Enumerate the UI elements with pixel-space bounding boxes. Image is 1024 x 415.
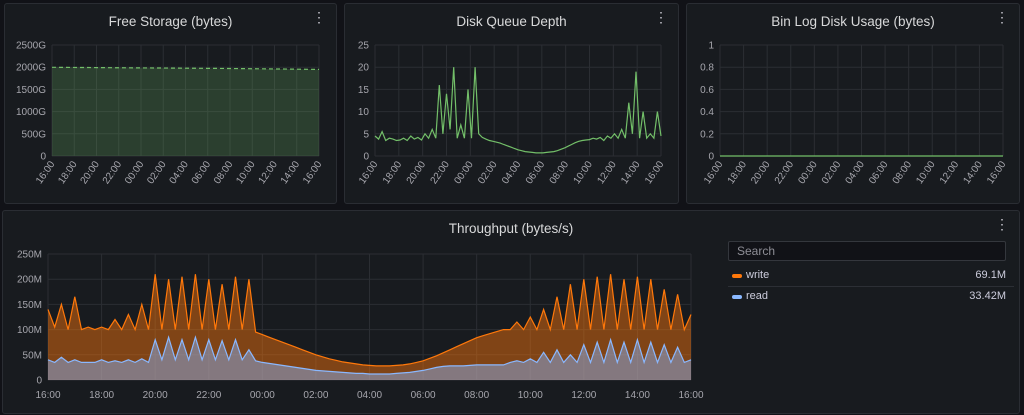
legend-value: 69.1M (975, 269, 1006, 281)
y-tick-label: 0.6 (700, 85, 714, 96)
y-tick-label: 2000G (16, 63, 46, 74)
panel-title: Free Storage (bytes) (108, 14, 233, 29)
legend-search-input[interactable] (728, 241, 1006, 261)
panel-binlog-disk-usage: Bin Log Disk Usage (bytes) ⋮ (686, 3, 1020, 204)
x-tick-label: 04:00 (844, 159, 868, 186)
y-tick-label: 0 (363, 152, 369, 163)
series-line (374, 67, 662, 154)
panel-disk-queue-depth: Disk Queue Depth ⋮ (344, 3, 679, 204)
y-tick-label: 2500G (16, 41, 46, 52)
x-tick-label: 08:00 (464, 390, 489, 401)
series-area-write (48, 274, 691, 380)
x-tick-label: 02:00 (820, 159, 844, 186)
y-tick-label: 10 (358, 107, 370, 118)
x-tick-label: 22:00 (773, 159, 797, 186)
x-tick-label: 12:00 (938, 159, 962, 186)
x-tick-label: 10:00 (914, 159, 938, 186)
y-tick-label: 500G (22, 129, 47, 140)
x-tick-label: 14:00 (962, 159, 986, 186)
legend-swatch (732, 274, 742, 278)
y-tick-label: 100M (17, 325, 42, 336)
y-tick-label: 20 (358, 63, 370, 74)
x-tick-label: 16:00 (985, 159, 1009, 186)
legend-label: write (746, 269, 770, 281)
x-tick-label: 02:00 (303, 390, 328, 401)
series-area-read (48, 337, 691, 380)
series-area (52, 67, 319, 156)
more-vertical-icon[interactable]: ⋮ (995, 9, 1009, 25)
y-tick-label: 15 (358, 85, 370, 96)
legend-item-read[interactable]: read 33.42M (728, 287, 1014, 307)
y-tick-label: 50M (23, 350, 42, 361)
x-tick-label: 00:00 (796, 159, 820, 186)
x-tick-label: 22:00 (196, 390, 221, 401)
y-tick-label: 0 (36, 376, 42, 387)
x-tick-label: 16:00 (678, 390, 703, 401)
y-tick-label: 1000G (16, 107, 46, 118)
series-line (51, 66, 320, 70)
y-tick-label: 150M (17, 300, 42, 311)
series-line-read (47, 335, 692, 375)
more-vertical-icon[interactable]: ⋮ (312, 9, 326, 25)
panel-free-storage: Free Storage (bytes) ⋮ (4, 3, 337, 204)
x-tick-label: 08:00 (891, 159, 915, 186)
y-tick-label: 0.8 (700, 63, 714, 74)
x-tick-label: 14:00 (625, 390, 650, 401)
panel-title: Throughput (bytes/s) (448, 221, 574, 236)
x-tick-label: 18:00 (726, 159, 750, 186)
y-tick-label: 5 (363, 129, 369, 140)
chart-free-storage: 0500G1000G1500G2000G2500G16:0018:0020:00… (16, 41, 325, 187)
legend-divider (728, 286, 1014, 287)
x-tick-label: 18:00 (89, 390, 114, 401)
more-vertical-icon[interactable]: ⋮ (654, 9, 668, 25)
x-tick-label: 04:00 (357, 390, 382, 401)
y-tick-label: 0 (708, 152, 714, 163)
x-tick-label: 06:00 (867, 159, 891, 186)
y-tick-label: 1500G (16, 85, 46, 96)
legend-item-write[interactable]: write 69.1M (728, 266, 1014, 286)
series-line-write (47, 274, 692, 367)
y-tick-label: 0 (40, 152, 46, 163)
x-tick-label: 00:00 (250, 390, 275, 401)
y-tick-label: 25 (358, 41, 370, 52)
legend-label: read (746, 290, 769, 302)
panel-title: Bin Log Disk Usage (bytes) (771, 14, 935, 29)
panel-title: Disk Queue Depth (456, 14, 567, 29)
x-tick-label: 12:00 (571, 390, 596, 401)
x-tick-label: 20:00 (749, 159, 773, 186)
legend-swatch (732, 295, 742, 299)
x-tick-label: 10:00 (518, 390, 543, 401)
x-tick-label: 06:00 (411, 390, 436, 401)
x-tick-label: 20:00 (143, 390, 168, 401)
y-tick-label: 0.4 (700, 107, 714, 118)
legend-value: 33.42M (969, 290, 1006, 302)
y-tick-label: 1 (708, 41, 714, 52)
more-vertical-icon[interactable]: ⋮ (995, 216, 1009, 232)
y-tick-label: 200M (17, 275, 42, 286)
x-tick-label: 16:00 (35, 390, 60, 401)
chart-throughput: 0 50M 100M 150M 200M 250M 16:00 18:00 20:00 22:00… (17, 250, 704, 402)
y-tick-label: 250M (17, 250, 42, 261)
y-tick-label: 0.2 (700, 129, 714, 140)
